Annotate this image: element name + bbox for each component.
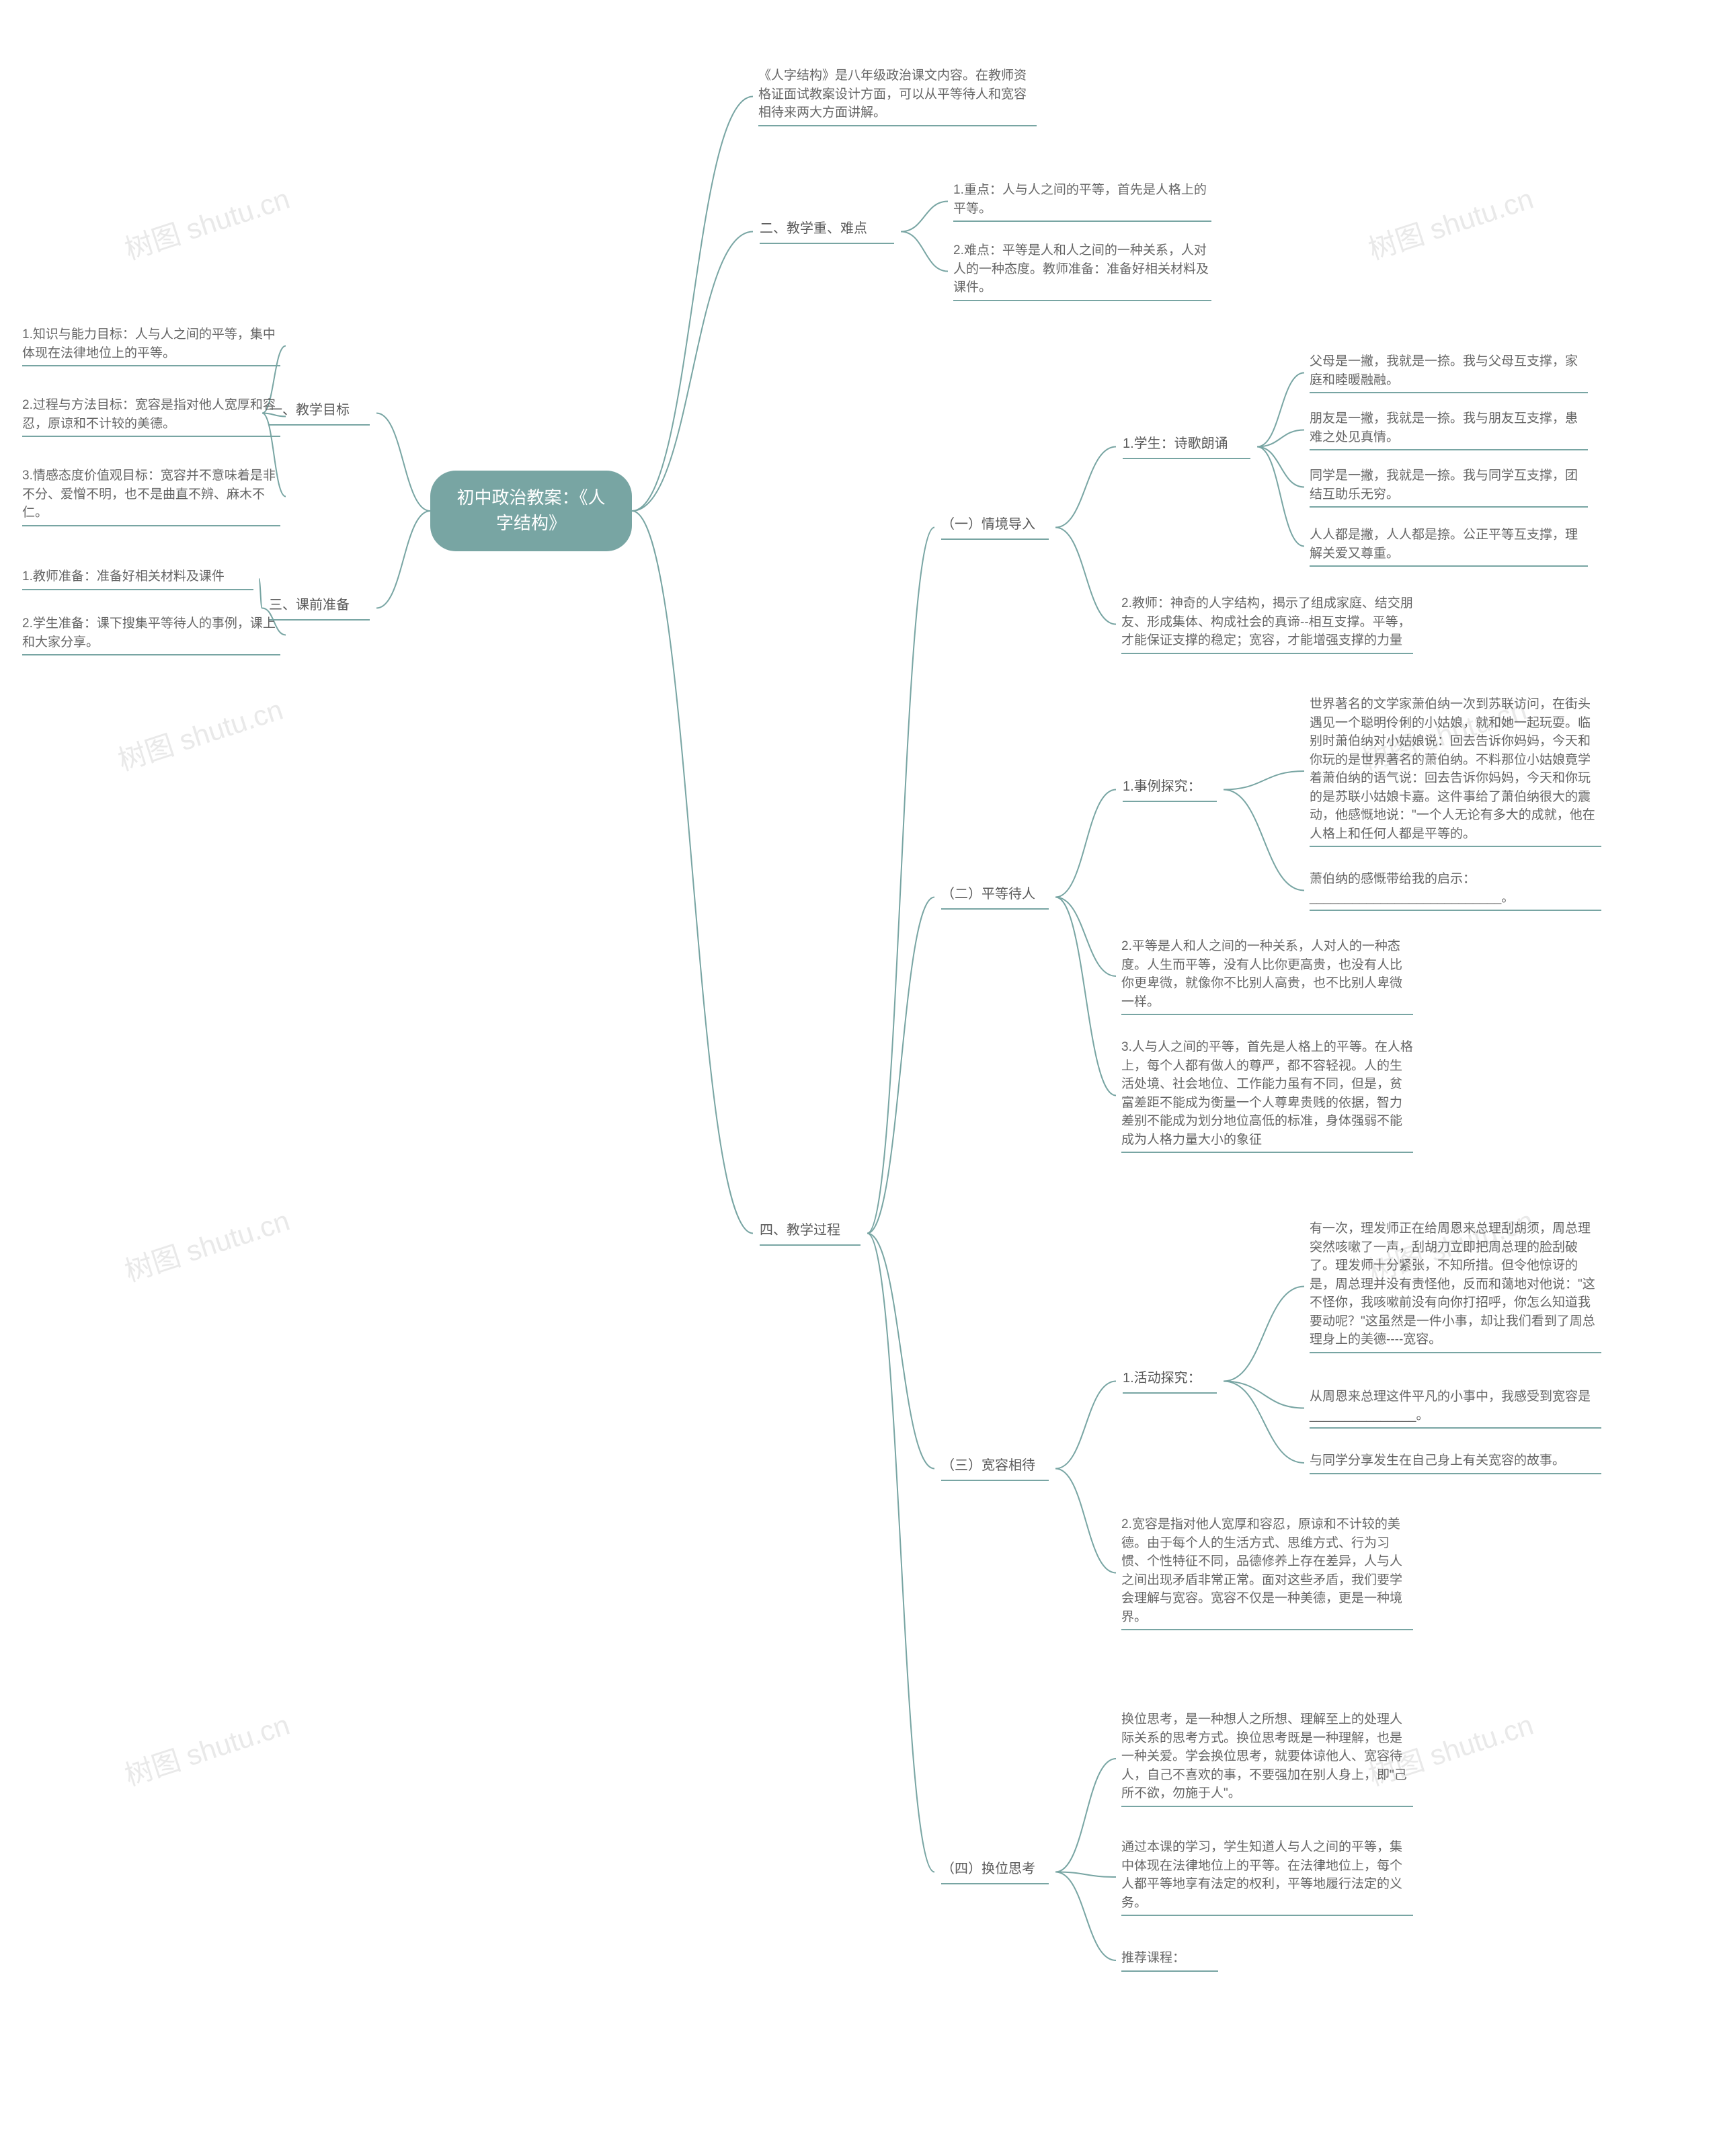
mindmap-canvas: 树图 shutu.cn 树图 shutu.cn 树图 shutu.cn 树图 shut… bbox=[0, 0, 1721, 2156]
leaf-node: 2.宽容是指对他人宽厚和容忍，原谅和不计较的美德。由于每个人的生活方式、思维方式… bbox=[1116, 1513, 1418, 1633]
edge bbox=[867, 1234, 934, 1872]
edge bbox=[632, 232, 753, 512]
watermark: 树图 shutu.cn bbox=[1363, 176, 1538, 268]
edge bbox=[1257, 430, 1304, 447]
branch-node[interactable]: 1.学生：诗歌朗诵 bbox=[1116, 430, 1257, 463]
branch-node[interactable]: （二）平等待人 bbox=[934, 881, 1055, 914]
watermark: 树图 shutu.cn bbox=[119, 1702, 294, 1794]
edge bbox=[1224, 1287, 1304, 1382]
edge bbox=[867, 528, 934, 1234]
leaf-node: 同学是一撇，我就是一捺。我与同学互支撑，团结互助乐无穷。 bbox=[1304, 464, 1593, 510]
edge bbox=[867, 1234, 934, 1469]
branch-node[interactable]: （一）情境导入 bbox=[934, 511, 1055, 544]
edge bbox=[1055, 1872, 1116, 1878]
leaf-node: 2.难点：平等是人和人之间的一种关系，人对人的一种态度。教师准备：准备好相关材料… bbox=[948, 239, 1217, 304]
branch-node[interactable]: （三）宽容相待 bbox=[934, 1452, 1055, 1485]
edge bbox=[1055, 447, 1116, 528]
edge bbox=[376, 413, 430, 512]
branch-node[interactable]: （四）换位思考 bbox=[934, 1855, 1055, 1888]
branch-node[interactable]: 二、教学重、难点 bbox=[753, 215, 901, 248]
edge bbox=[1257, 447, 1304, 547]
edge bbox=[1055, 528, 1116, 625]
leaf-node: 父母是一撇，我就是一捺。我与父母互支撑，家庭和睦暖融融。 bbox=[1304, 350, 1593, 396]
edge bbox=[1055, 897, 1116, 1096]
edge bbox=[1055, 790, 1116, 897]
leaf-node: 推荐课程： bbox=[1116, 1946, 1224, 1974]
edge bbox=[1224, 790, 1304, 891]
leaf-node: 2.教师：神奇的人字结构，揭示了组成家庭、结交朋友、形成集体、构成社会的真谛--… bbox=[1116, 592, 1418, 657]
branch-node[interactable]: 1.活动探究： bbox=[1116, 1365, 1224, 1398]
leaf-node: 3.情感态度价值观目标：宽容并不意味着是非不分、爱憎不明，也不是曲直不辨、麻木不… bbox=[17, 464, 286, 529]
leaf-node: 2.学生准备：课下搜集平等待人的事例，课上和大家分享。 bbox=[17, 612, 286, 658]
edge bbox=[1224, 1382, 1304, 1464]
edge bbox=[867, 897, 934, 1234]
edge bbox=[632, 97, 753, 512]
edge bbox=[1224, 1382, 1304, 1408]
branch-node[interactable]: 四、教学过程 bbox=[753, 1217, 867, 1250]
leaf-node: 世界著名的文学家萧伯纳一次到苏联访问，在街头遇见一个聪明伶俐的小姑娘，就和她一起… bbox=[1304, 692, 1607, 850]
edge bbox=[632, 511, 753, 1234]
leaf-node: 萧伯纳的感慨带给我的启示：___________________________… bbox=[1304, 867, 1607, 914]
edge bbox=[1055, 1469, 1116, 1573]
leaf-node: 通过本课的学习，学生知道人与人之间的平等，集中体现在法律地位上的平等。在法律地位… bbox=[1116, 1835, 1418, 1919]
edge bbox=[376, 511, 430, 608]
edge bbox=[1224, 771, 1304, 790]
leaf-node: 从周恩来总理这件平凡的小事中，我感受到宽容是_______________。 bbox=[1304, 1385, 1607, 1431]
leaf-node: 人人都是撇，人人都是捺。公正平等互支撑，理解关爱又尊重。 bbox=[1304, 523, 1593, 569]
edge bbox=[1055, 897, 1116, 977]
edge bbox=[901, 202, 948, 232]
root-node[interactable]: 初中政治教案：《人字结构》 bbox=[430, 471, 632, 551]
leaf-node: 有一次，理发师正在给周恩来总理刮胡须，周总理突然咳嗽了一声，刮胡刀立即把周总理的… bbox=[1304, 1217, 1607, 1356]
edge bbox=[1055, 1759, 1116, 1872]
watermark: 树图 shutu.cn bbox=[112, 687, 288, 779]
edge bbox=[1257, 373, 1304, 447]
leaf-node: 1.知识与能力目标：人与人之间的平等，集中体现在法律地位上的平等。 bbox=[17, 323, 286, 369]
edge bbox=[901, 232, 948, 272]
leaf-node: 《人字结构》是八年级政治课文内容。在教师资格证面试教案设计方面，可以从平等待人和… bbox=[753, 64, 1042, 129]
edge bbox=[1055, 1382, 1116, 1469]
leaf-node: 朋友是一撇，我就是一捺。我与朋友互支撑，患难之处见真情。 bbox=[1304, 407, 1593, 453]
leaf-node: 2.平等是人和人之间的一种关系，人对人的一种态度。人生而平等，没有人比你更高贵，… bbox=[1116, 934, 1418, 1018]
edge bbox=[1257, 447, 1304, 487]
leaf-node: 换位思考，是一种想人之所想、理解至上的处理人际关系的思考方式。换位思考既是一种理… bbox=[1116, 1708, 1418, 1810]
watermark: 树图 shutu.cn bbox=[119, 176, 294, 268]
leaf-node: 1.教师准备：准备好相关材料及课件 bbox=[17, 565, 259, 593]
leaf-node: 3.人与人之间的平等，首先是人格上的平等。在人格上，每个人都有做人的尊严，都不容… bbox=[1116, 1035, 1418, 1156]
watermark: 树图 shutu.cn bbox=[119, 1198, 294, 1290]
edge bbox=[1055, 1872, 1116, 1961]
leaf-node: 2.过程与方法目标：宽容是指对他人宽厚和容忍，原谅和不计较的美德。 bbox=[17, 393, 286, 440]
leaf-node: 与同学分享发生在自己身上有关宽容的故事。 bbox=[1304, 1449, 1607, 1477]
leaf-node: 1.重点：人与人之间的平等，首先是人格上的平等。 bbox=[948, 178, 1217, 225]
branch-node[interactable]: 1.事例探究： bbox=[1116, 773, 1224, 806]
